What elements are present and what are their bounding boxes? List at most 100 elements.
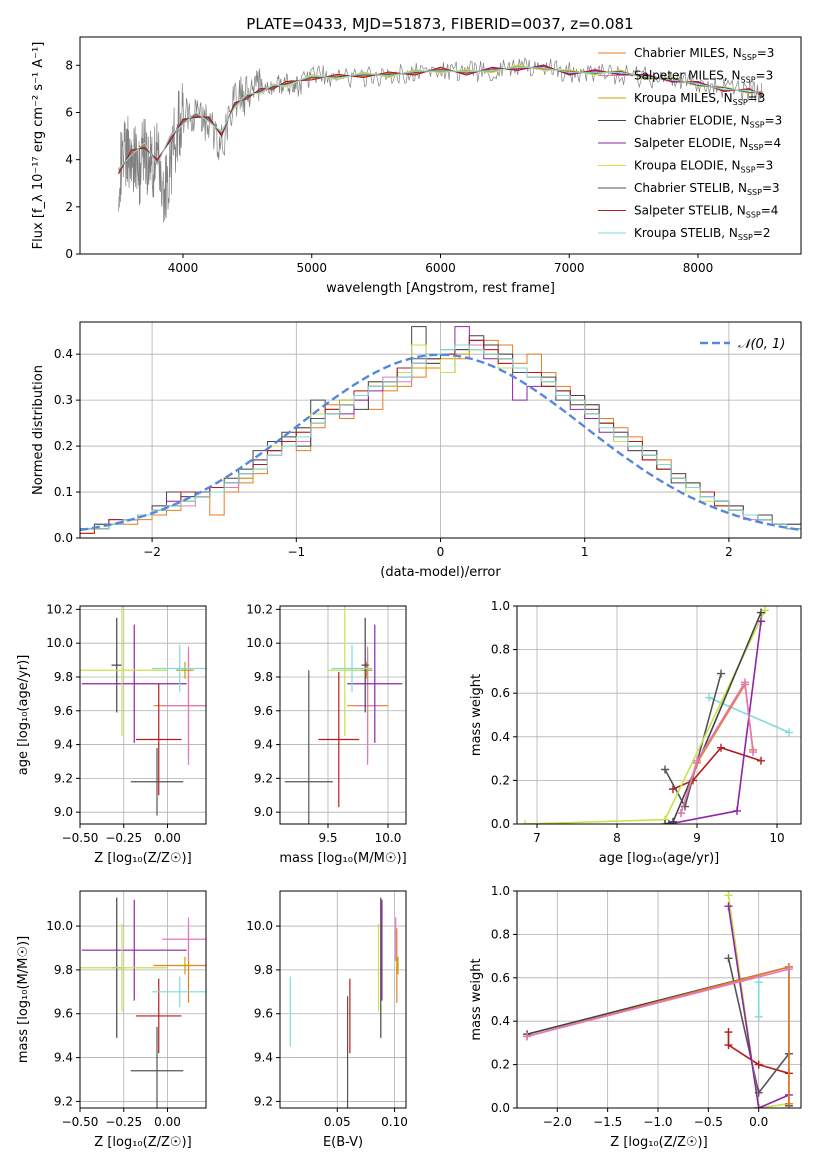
mass-weight-marker — [677, 809, 685, 818]
x-tick-label: 8000 — [683, 261, 714, 275]
y-tick-label: 9.4 — [54, 738, 73, 752]
mass-weight-marker — [784, 965, 793, 974]
legend-label-count: =3 — [765, 114, 783, 128]
errorbar-point — [81, 899, 187, 1001]
y-tick-label: 9.2 — [254, 771, 273, 785]
legend-label: Chabrier MILES, NSSP=3 — [634, 46, 774, 62]
y-tick-label: 0.1 — [54, 485, 73, 499]
mass-weight-marker — [661, 820, 669, 824]
legend-label-count: =3 — [756, 159, 774, 173]
mass-weight-line — [727, 895, 790, 1108]
mass-weight-marker — [749, 748, 757, 757]
axes-frame — [516, 605, 802, 825]
legend-label-subscript: SSP — [742, 53, 757, 62]
axes-frame — [79, 605, 207, 825]
x-tick-label: 5000 — [296, 261, 327, 275]
mass-weight-line — [727, 906, 790, 1108]
x-tick-label: 9 — [693, 831, 701, 845]
x-tick-label: −2.0 — [543, 1115, 572, 1129]
y-tick-label: 9.6 — [254, 1007, 273, 1021]
y-tick-label: 0.4 — [54, 347, 73, 361]
axes-frame — [279, 605, 407, 825]
x-tick-label: 1 — [581, 545, 589, 559]
mass-weight-marker — [785, 728, 793, 737]
errorbar-point — [284, 670, 333, 824]
y-tick-label: 0.6 — [491, 971, 510, 985]
errorbar-point — [81, 624, 187, 743]
x-axis-label: Z [log₁₀(Z/Z☉)] — [94, 851, 191, 866]
x-tick-label: 0.00 — [154, 1115, 181, 1129]
legend-label-subscript: SSP — [738, 233, 753, 242]
mass-weight-marker — [724, 902, 733, 911]
plot-area — [523, 891, 793, 1108]
y-tick-label: 9.6 — [254, 704, 273, 718]
errorbar-point — [176, 661, 194, 679]
x-tick-label: 7 — [533, 831, 541, 845]
plot-area — [80, 326, 801, 538]
x-tick-label: −0.25 — [105, 1115, 142, 1129]
errorbar-point — [136, 683, 182, 796]
mass-weight-marker — [669, 817, 677, 824]
y-tick-label: 9.4 — [54, 1051, 73, 1065]
mass-weight-marker — [757, 608, 765, 617]
legend-label-subscript: SSP — [748, 143, 763, 152]
mass-weight-marker — [784, 1099, 793, 1108]
errorbar-point — [151, 976, 206, 1008]
y-axis-label: mass weight — [469, 674, 484, 756]
x-tick-label: 9.5 — [318, 831, 337, 845]
chart-mass-vs-z: −0.50 −0.25 0.00 9.2 9.4 9.6 9.8 10.0 Z [log₁₀(Z… — [16, 890, 207, 1150]
errorbar-point — [80, 606, 168, 737]
legend-label-subscript: SSP — [747, 188, 762, 197]
y-axis-label: Normed distribution — [31, 365, 46, 495]
x-tick-label: −1 — [287, 545, 305, 559]
legend-label-count: =2 — [753, 226, 771, 240]
axes-frame — [79, 890, 207, 1109]
y-tick-label: 0.3 — [54, 393, 73, 407]
plot-area — [80, 606, 206, 816]
errorbar-point — [347, 624, 403, 743]
x-axis-label: mass [log₁₀(M/M☉)] — [279, 851, 406, 866]
mass-weight-marker — [741, 678, 749, 687]
x-axis-label: Z [log₁₀(Z/Z☉)] — [94, 1135, 191, 1150]
errorbar-point — [136, 978, 182, 1054]
legend-label-subscript: SSP — [750, 121, 765, 130]
mass-weight-marker — [754, 1060, 763, 1069]
model-spectrum-line — [118, 64, 763, 174]
x-tick-label: −0.5 — [694, 1115, 723, 1129]
y-tick-label: 10.0 — [46, 919, 73, 933]
mass-weight-marker — [693, 756, 701, 765]
plot-area — [118, 57, 763, 223]
legend-label-subscript: SSP — [741, 166, 756, 175]
legend-label: Salpeter STELIB, NSSP=4 — [634, 204, 778, 220]
y-tick-label: 10.2 — [246, 602, 273, 616]
legend: 𝒩(0, 1) — [700, 337, 785, 352]
errorbar-point — [361, 617, 369, 713]
axes-frame — [279, 890, 407, 1109]
x-tick-label: 0.00 — [154, 831, 181, 845]
y-tick-label: 9.0 — [54, 805, 73, 819]
y-tick-label: 6 — [65, 105, 73, 119]
x-tick-label: −1.0 — [643, 1115, 672, 1129]
legend-label-subscript: SSP — [733, 98, 748, 107]
errorbar-point — [360, 661, 373, 679]
x-tick-label: 2 — [725, 545, 733, 559]
y-tick-label: 10.2 — [46, 602, 73, 616]
mass-weight-line — [680, 682, 754, 814]
x-axis-label: wavelength [Angstrom, rest frame] — [326, 281, 555, 296]
chart-spectrum: Chabrier MILES, NSSP=3 Salpeter MILES, NS… — [31, 36, 802, 296]
legend-label: 𝒩(0, 1) — [738, 337, 785, 352]
legend-label-count: =4 — [761, 204, 779, 218]
x-axis-label: Z [log₁₀(Z/Z☉)] — [610, 1135, 707, 1150]
y-tick-label: 9.8 — [254, 670, 273, 684]
mass-weight-marker — [757, 756, 765, 765]
errorbar-point — [130, 1026, 184, 1108]
x-tick-label: 0.05 — [324, 1115, 351, 1129]
y-tick-label: 9.4 — [254, 1051, 273, 1065]
mass-weight-marker — [724, 1028, 733, 1037]
y-tick-label: 9.8 — [254, 963, 273, 977]
legend-label: Kroupa MILES, NSSP=3 — [634, 91, 765, 107]
legend-label: Chabrier STELIB, NSSP=3 — [634, 181, 780, 197]
legend-label-subscript: SSP — [741, 76, 756, 85]
y-tick-label: 9.2 — [54, 771, 73, 785]
x-tick-label: −1.5 — [593, 1115, 622, 1129]
